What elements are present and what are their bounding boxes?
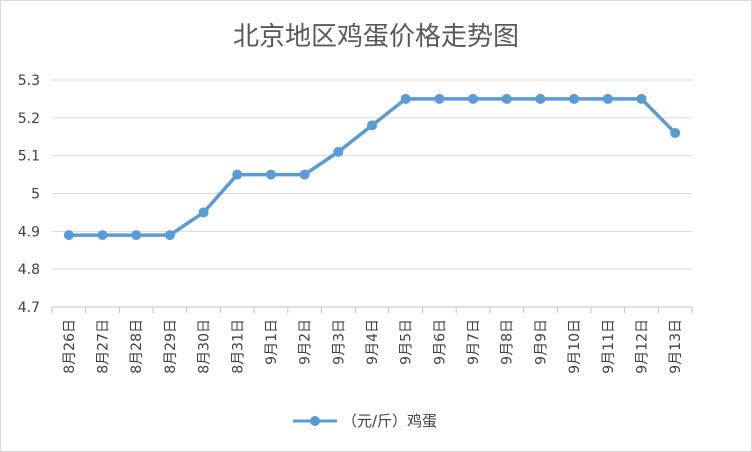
data-point <box>569 93 580 104</box>
series-layer <box>63 93 681 241</box>
y-tick-label: 4.8 <box>18 262 40 278</box>
data-point <box>501 93 512 104</box>
x-tick-label: 9月13日 <box>668 319 684 374</box>
x-tick-label: 8月26日 <box>62 319 78 374</box>
x-tick-label: 9月7日 <box>466 319 482 365</box>
data-point <box>636 93 647 104</box>
y-tick-label: 4.7 <box>18 300 40 316</box>
data-point <box>131 230 142 241</box>
x-tick-label: 9月3日 <box>331 319 347 365</box>
data-point <box>198 207 209 218</box>
x-tick-label: 8月29日 <box>163 319 179 374</box>
chart-title: 北京地区鸡蛋价格走势图 <box>233 22 519 52</box>
series-line <box>68 97 677 237</box>
y-tick-label: 5.2 <box>18 111 40 127</box>
data-point <box>535 93 546 104</box>
gridlines <box>52 79 692 308</box>
legend-dot-marker <box>310 416 320 426</box>
x-tick-label: 9月9日 <box>533 319 549 365</box>
y-axis: 4.7 4.8 4.9 5 5.1 5.2 5.3 <box>18 73 40 316</box>
data-point <box>468 93 479 104</box>
x-tick-label: 9月5日 <box>399 319 415 365</box>
x-tick-label: 9月12日 <box>634 319 650 374</box>
x-tick-label: 9月6日 <box>432 319 448 365</box>
data-point <box>63 230 74 241</box>
data-point <box>400 93 411 104</box>
y-tick-label: 5 <box>31 187 40 203</box>
data-point <box>602 93 613 104</box>
legend-label: （元/斤）鸡蛋 <box>342 412 437 430</box>
x-tick-label: 9月2日 <box>298 319 314 365</box>
data-point <box>265 169 276 180</box>
data-point <box>232 169 243 180</box>
x-tick-label: 9月1日 <box>264 319 280 365</box>
x-tick-label: 8月30日 <box>197 319 213 374</box>
data-point <box>670 127 681 138</box>
data-point <box>97 230 108 241</box>
x-tick-label: 9月11日 <box>601 319 617 374</box>
data-point <box>367 120 377 131</box>
x-tick-label: 8月27日 <box>96 319 112 374</box>
y-tick-label: 4.9 <box>18 224 40 240</box>
x-tick-label: 9月10日 <box>567 319 583 374</box>
data-point <box>434 93 445 104</box>
x-tick-label: 8月31日 <box>230 319 246 374</box>
data-point <box>164 230 175 241</box>
x-tick-label: 9月8日 <box>500 319 516 365</box>
x-axis: 8月26日 8月27日 8月28日 8月29日 8月30日 8月31日 9月1日 9月2日 9月… <box>51 307 693 374</box>
data-point <box>333 146 344 157</box>
data-point <box>299 169 310 180</box>
y-tick-label: 5.3 <box>18 73 40 89</box>
y-tick-label: 5.1 <box>18 149 40 165</box>
x-tick-label: 8月28日 <box>129 319 145 374</box>
x-tick-label: 9月4日 <box>365 319 381 365</box>
legend: （元/斤）鸡蛋 <box>293 412 437 430</box>
